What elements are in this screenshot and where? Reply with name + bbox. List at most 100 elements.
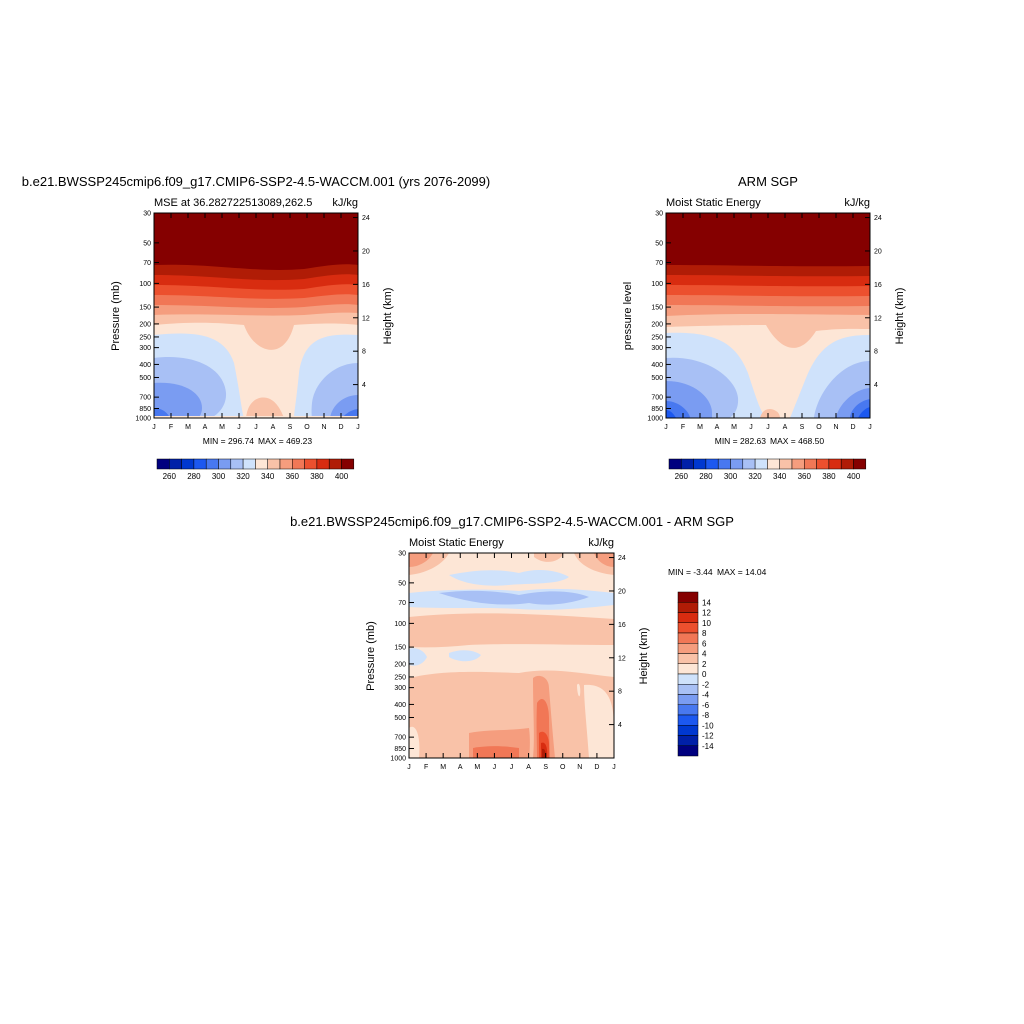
diff-y-right-tick-label: 8 [618, 689, 622, 696]
diff-y-tick-label: 1000 [390, 756, 406, 763]
colorbar-label: -6 [702, 701, 710, 710]
colorbar-swatch [677, 735, 699, 746]
diff-y-tick-label: 200 [394, 661, 406, 668]
diff-y-tick-label: 50 [398, 580, 406, 587]
obs-y-right-tick-label: 24 [874, 215, 882, 222]
colorbar-swatch [791, 458, 805, 470]
colorbar-label: 320 [748, 472, 762, 481]
diff-title: b.e21.BWSSP245cmip6.f09_g17.CMIP6-SSP2-4… [290, 514, 734, 529]
diff-x-tick-label: J [407, 764, 411, 771]
colorbar-swatch [677, 694, 699, 705]
model-y-right-tick-label: 24 [362, 215, 370, 222]
colorbar-swatch [677, 622, 699, 634]
colorbar-swatch [754, 458, 768, 470]
colorbar-label: 260 [163, 472, 177, 481]
colorbar-swatch [316, 458, 330, 470]
diff-left-subtitle: Moist Static Energy [409, 537, 504, 549]
diff-y-ticks: 30 50 70 100 150 200 250 300 400 500 700 850 1000 [390, 551, 414, 763]
diff-min-label: MIN = -3.44 [668, 567, 713, 577]
obs-x-tick-label: J [664, 424, 668, 431]
obs-y-tick-label: 850 [651, 406, 663, 413]
colorbar-swatch [267, 458, 281, 470]
model-contour-field [153, 212, 359, 419]
diff-y-right-tick-label: 24 [618, 555, 626, 562]
model-y-right-tick-label: 4 [362, 382, 366, 389]
colorbar-swatch [292, 458, 305, 470]
obs-x-tick-label: M [697, 424, 703, 431]
colorbar-label: 4 [702, 650, 707, 659]
colorbar-swatch [677, 714, 699, 726]
colorbar-swatch [717, 458, 731, 470]
diff-x-tick-label: A [458, 764, 463, 771]
colorbar-label: -4 [702, 691, 710, 700]
obs-y-ticks-right: 24 20 16 12 8 4 [865, 215, 882, 389]
model-min-label: MIN = 296.74 [203, 436, 255, 446]
obs-y-tick-label: 100 [651, 281, 663, 288]
colorbar-swatch [218, 458, 232, 470]
model-y-tick-label: 500 [139, 375, 151, 382]
obs-y-right-tick-label: 20 [874, 248, 882, 255]
obs-x-tick-label: O [816, 424, 822, 431]
model-x-tick-label: A [203, 424, 208, 431]
colorbar-label: 260 [675, 472, 689, 481]
colorbar-swatch [304, 458, 318, 470]
obs-y-tick-label: 200 [651, 321, 663, 328]
obs-min-label: MIN = 282.63 [715, 436, 767, 446]
obs-x-tick-label: N [833, 424, 838, 431]
colorbar-swatch [804, 458, 817, 470]
obs-x-tick-label: D [850, 424, 855, 431]
obs-y-tick-label: 400 [651, 362, 663, 369]
colorbar-label: 300 [212, 472, 226, 481]
model-ylabel-right: Height (km) [382, 288, 394, 345]
colorbar-label: 380 [310, 472, 324, 481]
colorbar-swatch [230, 458, 244, 470]
colorbar-label: 14 [702, 598, 711, 607]
colorbar-swatch [681, 458, 694, 470]
model-y-right-tick-label: 16 [362, 282, 370, 289]
model-y-tick-label: 100 [139, 281, 151, 288]
diff-y-right-tick-label: 20 [618, 588, 626, 595]
colorbar-swatch [193, 458, 207, 470]
diff-x-tick-label: J [510, 764, 514, 771]
model-y-right-tick-label: 12 [362, 315, 370, 322]
colorbar-swatch [677, 643, 699, 654]
diff-y-right-tick-label: 16 [618, 622, 626, 629]
obs-y-tick-label: 700 [651, 395, 663, 402]
model-colorbar: 260 280 300 320 340 360 380 400 [156, 458, 355, 481]
colorbar-swatch [156, 458, 170, 470]
colorbar-swatch [693, 458, 707, 470]
diff-x-tick-label: S [543, 764, 548, 771]
colorbar-label: 300 [724, 472, 738, 481]
diff-y-right-tick-label: 12 [618, 655, 626, 662]
panel-diff: b.e21.BWSSP245cmip6.f09_g17.CMIP6-SSP2-4… [290, 514, 767, 771]
obs-right-subtitle: kJ/kg [844, 197, 870, 209]
diff-y-tick-label: 850 [394, 746, 406, 753]
obs-y-tick-label: 500 [651, 375, 663, 382]
model-x-tick-label: J [237, 424, 241, 431]
model-x-tick-label: F [169, 424, 173, 431]
colorbar-swatch [279, 458, 293, 470]
diff-ylabel: Pressure (mb) [365, 621, 377, 691]
diff-y-tick-label: 30 [398, 551, 406, 558]
panel-obs: ARM SGP Moist Static Energy kJ/kg [622, 174, 906, 481]
obs-x-tick-label: A [715, 424, 720, 431]
diff-y-ticks-right: 24 20 16 12 8 4 [609, 555, 626, 729]
obs-x-tick-label: S [800, 424, 805, 431]
colorbar-swatch [677, 653, 699, 664]
obs-colorbar: 260 280 300 320 340 360 380 400 [668, 458, 867, 481]
obs-y-tick-label: 150 [651, 305, 663, 312]
colorbar-swatch [742, 458, 756, 470]
colorbar-label: 280 [187, 472, 201, 481]
diff-right-subtitle: kJ/kg [588, 537, 614, 549]
colorbar-swatch [242, 458, 256, 470]
diff-x-tick-label: M [440, 764, 446, 771]
colorbar-swatch [779, 458, 793, 470]
model-y-tick-label: 150 [139, 305, 151, 312]
diff-x-tick-label: J [493, 764, 497, 771]
colorbar-swatch [730, 458, 744, 470]
obs-ylabel-right: Height (km) [894, 288, 906, 345]
obs-y-tick-label: 1000 [647, 416, 663, 423]
model-x-tick-label: D [338, 424, 343, 431]
obs-x-tick-label: F [681, 424, 685, 431]
